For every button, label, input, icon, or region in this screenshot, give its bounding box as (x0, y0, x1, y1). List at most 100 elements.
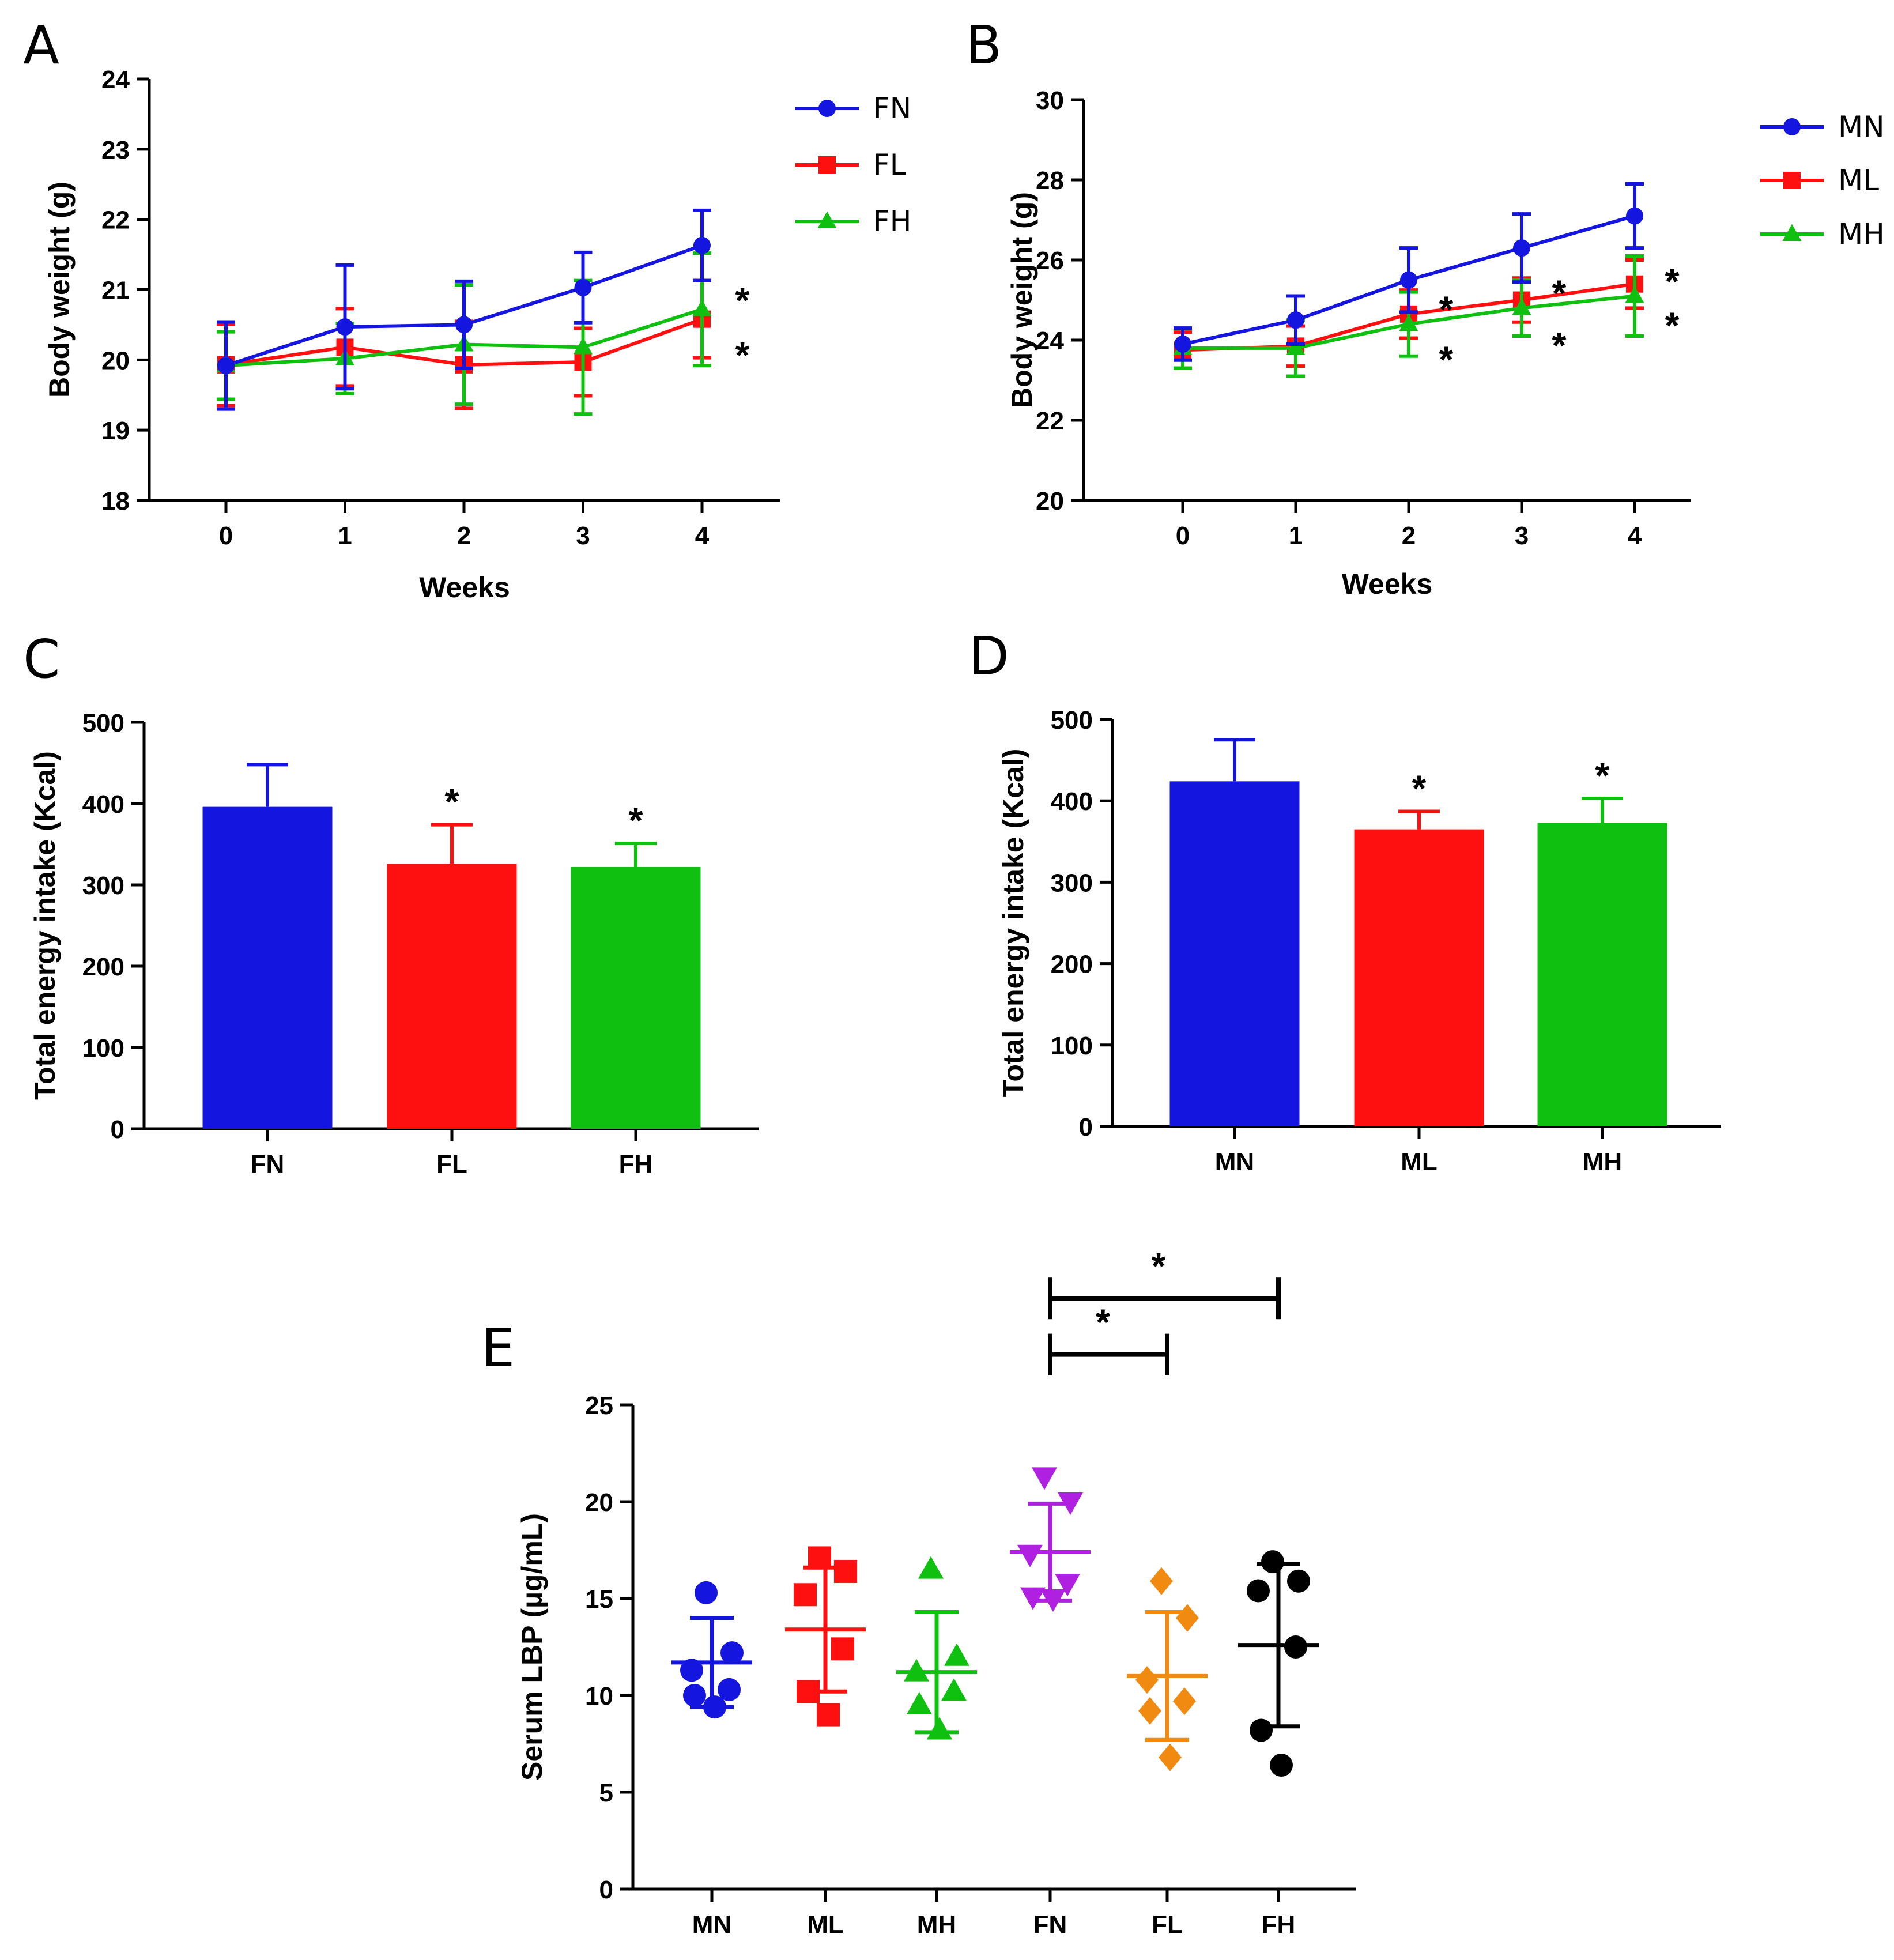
data-point (718, 1678, 741, 1701)
bar-fn (202, 806, 333, 1129)
x-tick-label: 3 (576, 522, 590, 550)
data-point (944, 1643, 969, 1666)
x-tick-label: 4 (695, 522, 710, 550)
series-mn (1174, 182, 1644, 362)
y-tick-label: 25 (585, 1392, 613, 1420)
data-point (683, 1684, 706, 1707)
y-tick-label: 5 (599, 1779, 613, 1807)
significance-star: * (1152, 1245, 1166, 1287)
panel-label: D (968, 625, 1009, 687)
x-axis-label: Weeks (419, 571, 510, 604)
y-tick-label: 100 (82, 1034, 124, 1062)
group-ml: ML (785, 1546, 866, 1939)
x-tick-label: 1 (338, 522, 352, 550)
data-point (1173, 1687, 1196, 1716)
data-point (941, 1678, 967, 1701)
x-tick-label: 0 (1176, 522, 1190, 550)
x-tick-label: MN (692, 1910, 731, 1939)
y-tick-label: 23 (101, 136, 130, 164)
significance-star: * (1412, 768, 1427, 809)
x-axis-label: Weeks (1342, 568, 1433, 600)
y-axis-label: Body weight (g) (1006, 192, 1038, 408)
data-point (1176, 1604, 1199, 1632)
bar-ml (1354, 829, 1484, 1126)
x-tick-label: 3 (1515, 522, 1529, 550)
data-point (1150, 1567, 1173, 1595)
legend-label: MH (1838, 217, 1885, 251)
panel-label: B (965, 14, 1002, 76)
y-tick-label: 19 (101, 417, 130, 445)
significance-star: * (445, 781, 459, 823)
y-axis-label: Total energy intake (Kcal) (29, 751, 61, 1100)
group-mh: MH (896, 1556, 977, 1939)
significance-star: * (735, 280, 750, 321)
series-fn (217, 208, 711, 411)
data-point (574, 278, 592, 296)
y-axis-label: Body weight (g) (43, 182, 76, 398)
y-tick-label: 22 (1036, 407, 1064, 435)
y-tick-label: 0 (111, 1115, 124, 1144)
data-point (927, 1717, 952, 1740)
x-tick-label: 2 (1402, 522, 1416, 550)
data-point (817, 1703, 840, 1727)
significance-bracket: * (1048, 1245, 1281, 1320)
x-tick-label: FH (619, 1150, 653, 1178)
group-fl: FL (1127, 1567, 1208, 1939)
data-point (217, 357, 235, 375)
y-tick-label: 15 (585, 1585, 613, 1614)
panel-d-energy-intake-male: D 0 100 200 300 400 500 Total energy intake (Kc… (968, 625, 1721, 1176)
data-point (1399, 314, 1418, 331)
legend-item-fn: FN (795, 92, 911, 125)
data-point (918, 1556, 944, 1579)
y-tick-label: 400 (1051, 787, 1093, 816)
significance-star: * (1665, 304, 1680, 346)
significance-star: * (629, 800, 643, 841)
data-point (1626, 207, 1643, 225)
significance-star: * (1665, 261, 1680, 302)
y-tick-label: 0 (599, 1876, 613, 1904)
data-point (1400, 271, 1417, 289)
significance-bracket: * (1048, 1302, 1169, 1375)
x-tick-label: ML (1401, 1148, 1438, 1176)
legend-item-fh: FH (795, 205, 911, 238)
data-point (1513, 239, 1530, 257)
data-point (1287, 311, 1304, 329)
bar-fl (387, 864, 517, 1129)
data-point (1138, 1697, 1161, 1725)
x-tick-label: MH (1583, 1148, 1622, 1176)
y-tick-label: 28 (1036, 167, 1064, 195)
group-mn: MN (671, 1581, 752, 1939)
legend-label: ML (1838, 164, 1879, 197)
x-tick-label: FL (436, 1150, 467, 1178)
data-point (455, 316, 473, 334)
y-tick-label: 500 (82, 709, 124, 737)
y-tick-label: 24 (1036, 327, 1064, 355)
bar-mn (1169, 781, 1300, 1126)
y-tick-label: 300 (1051, 869, 1093, 897)
data-point (720, 1641, 744, 1665)
y-tick-label: 10 (585, 1682, 613, 1710)
y-tick-label: 20 (585, 1488, 613, 1517)
data-point (1512, 298, 1531, 315)
legend-marker (1783, 118, 1801, 135)
significance-star: * (1552, 325, 1567, 366)
legend-item-mn: MN (1760, 110, 1885, 144)
legend-marker (818, 100, 836, 117)
data-point (695, 1581, 718, 1604)
significance-star: * (1096, 1302, 1110, 1343)
x-tick-label: FN (1033, 1910, 1067, 1939)
legend-item-fl: FL (795, 148, 906, 182)
legend-label: FL (873, 148, 906, 182)
x-tick-label: MH (917, 1910, 956, 1939)
legend-marker (818, 156, 836, 174)
legend-item-mh: MH (1760, 217, 1885, 251)
y-tick-label: 300 (82, 872, 124, 900)
y-tick-label: 200 (1051, 951, 1093, 979)
significance-star: * (1439, 289, 1454, 330)
panel-e-serum-lbp: E 0 5 10 15 20 25 Serum LBP (µg/mL) MN ML MH FN FL FH… (481, 1245, 1356, 1939)
x-tick-label: ML (807, 1910, 844, 1939)
bar-mh (1537, 823, 1667, 1126)
data-point (1625, 286, 1644, 303)
y-tick-label: 24 (101, 66, 130, 94)
